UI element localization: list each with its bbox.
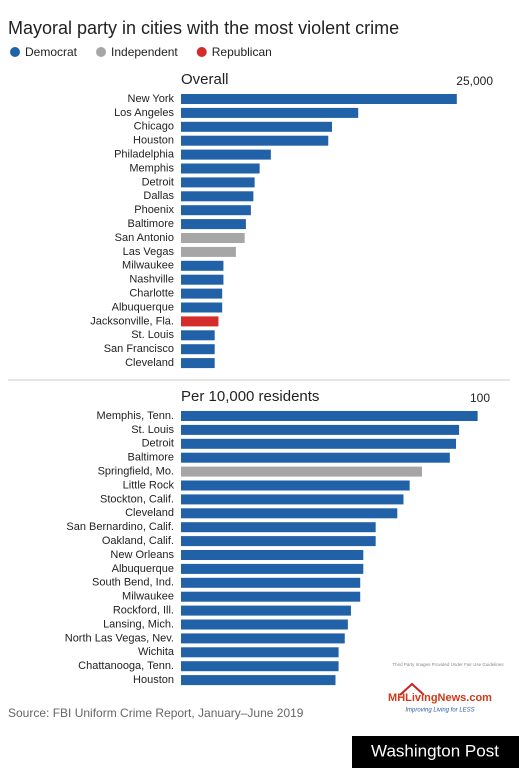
- y-tick-label: San Francisco: [104, 343, 174, 355]
- y-tick-label: Albuquerque: [112, 301, 174, 313]
- bar: [181, 205, 251, 216]
- y-tick-label: Detroit: [142, 176, 174, 188]
- bar: [181, 563, 364, 574]
- bar: [181, 675, 336, 686]
- y-tick-label: Milwaukee: [122, 591, 174, 603]
- legend-swatch: [196, 47, 207, 57]
- y-tick-label: Chicago: [134, 121, 174, 133]
- bar: [181, 508, 398, 519]
- bar: [181, 107, 359, 118]
- bar: [181, 233, 245, 243]
- y-tick-label: Memphis, Tenn.: [97, 410, 174, 422]
- y-tick-label: New Orleans: [110, 549, 174, 561]
- y-tick-label: Los Angeles: [114, 107, 174, 119]
- bar: [181, 438, 457, 449]
- y-tick-label: Milwaukee: [122, 260, 174, 272]
- credit-box: [352, 736, 519, 768]
- bar: [181, 424, 460, 435]
- y-tick-label: Detroit: [142, 438, 174, 450]
- source: Source: FBI Uniform Crime Report, Januar…: [8, 706, 304, 720]
- y-tick-label: Nashville: [129, 274, 174, 286]
- bar: [181, 452, 450, 463]
- bar: [181, 661, 339, 672]
- y-tick-label: Wichita: [138, 646, 175, 658]
- y-tick-label: Cleveland: [125, 507, 174, 519]
- bar: [181, 358, 215, 369]
- bar: [181, 135, 329, 146]
- bar: [181, 633, 345, 644]
- y-tick-label: San Bernardino, Calif.: [66, 521, 174, 533]
- logo-tagline: Improving Living for LESS: [405, 708, 474, 714]
- bar: [181, 344, 215, 355]
- y-tick-label: St. Louis: [131, 424, 174, 436]
- y-tick-label: Dallas: [143, 190, 174, 202]
- bar: [181, 466, 423, 477]
- y-tick-label: Albuquerque: [112, 563, 174, 575]
- bar: [181, 260, 224, 271]
- bar: [181, 330, 215, 341]
- y-tick-label: Houston: [133, 135, 174, 147]
- bar: [181, 536, 376, 547]
- bar: [181, 121, 333, 132]
- bar: [181, 246, 236, 257]
- bar: [181, 411, 478, 421]
- bar: [181, 94, 457, 104]
- bar: [181, 288, 223, 299]
- legend-swatch: [96, 47, 107, 57]
- y-tick-label: Jacksonville, Fla.: [90, 315, 174, 327]
- y-tick-label: Rockford, Ill.: [113, 605, 174, 617]
- bar: [181, 163, 260, 174]
- y-tick-label: Chattanooga, Tenn.: [78, 660, 174, 672]
- bar: [181, 274, 224, 285]
- bar: [181, 177, 255, 188]
- bar: [181, 522, 376, 533]
- credit: Washington Post: [371, 741, 499, 760]
- bar: [181, 191, 254, 202]
- y-tick-label: St. Louis: [131, 329, 174, 341]
- legend-swatch: [10, 47, 20, 57]
- bar: [181, 494, 404, 505]
- bar: [181, 619, 348, 630]
- bar: [181, 302, 223, 313]
- bar: [181, 550, 364, 560]
- bar: [181, 480, 410, 491]
- x-tick-label: 100: [470, 391, 490, 405]
- legend-label: Democrat: [25, 45, 78, 59]
- y-tick-label: Houston: [133, 674, 174, 686]
- y-tick-label: Baltimore: [128, 218, 174, 230]
- y-tick-label: Springfield, Mo.: [98, 466, 174, 478]
- y-tick-label: Memphis: [129, 162, 174, 174]
- bar: [181, 647, 339, 658]
- logo-name: MHLivingNews.com: [388, 692, 492, 704]
- logo-icon: [399, 682, 425, 696]
- legend-label: Independent: [111, 45, 178, 59]
- y-tick-label: Las Vegas: [123, 246, 175, 258]
- x-tick-label: 25,000: [456, 74, 493, 88]
- y-tick-label: Charlotte: [129, 288, 174, 300]
- y-tick-label: Baltimore: [128, 452, 174, 464]
- watermark: Third Party Images Provided Under Fair U…: [392, 662, 504, 667]
- bar: [181, 149, 271, 160]
- y-tick-label: Little Rock: [123, 479, 175, 491]
- y-tick-label: Stockton, Calif.: [100, 493, 174, 505]
- panel-title: Overall: [181, 71, 229, 88]
- bar: [181, 591, 361, 602]
- y-tick-label: San Antonio: [115, 232, 174, 244]
- y-tick-label: Philadelphia: [114, 149, 175, 161]
- y-tick-label: South Bend, Ind.: [92, 577, 174, 589]
- y-tick-label: Oakland, Calif.: [102, 535, 174, 547]
- bar: [181, 605, 351, 616]
- panel-title: Per 10,000 residents: [181, 388, 319, 405]
- y-tick-label: Cleveland: [125, 357, 174, 369]
- legend-label: Republican: [212, 45, 272, 59]
- bar: [181, 577, 361, 588]
- y-tick-label: New York: [128, 93, 175, 105]
- bar: [181, 316, 219, 327]
- bar: [181, 219, 246, 230]
- y-tick-label: North Las Vegas, Nev.: [65, 632, 174, 644]
- chart-title: Mayoral party in cities with the most vi…: [8, 18, 399, 38]
- y-tick-label: Lansing, Mich.: [103, 618, 174, 630]
- y-tick-label: Phoenix: [134, 204, 174, 216]
